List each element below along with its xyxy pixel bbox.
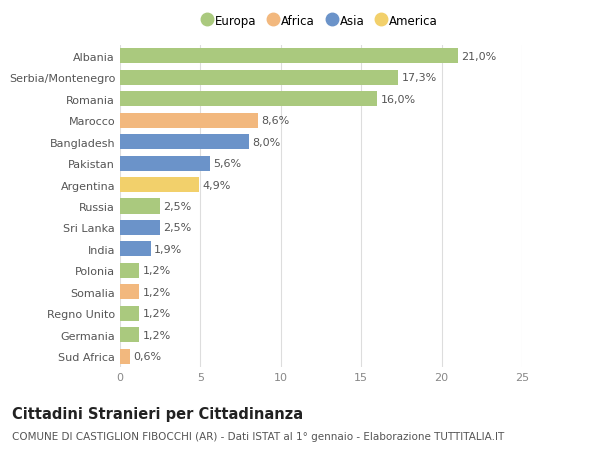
Text: 1,2%: 1,2% [143,266,171,276]
Bar [120,328,139,342]
Bar [120,199,160,214]
Text: 1,2%: 1,2% [143,287,171,297]
Text: 8,0%: 8,0% [252,137,280,147]
Legend: Europa, Africa, Asia, America: Europa, Africa, Asia, America [199,10,443,33]
Text: 16,0%: 16,0% [380,95,416,105]
Text: 8,6%: 8,6% [262,116,290,126]
Bar [120,71,398,85]
Bar [120,220,160,235]
Text: 5,6%: 5,6% [213,159,241,169]
Text: 17,3%: 17,3% [401,73,437,83]
Bar [120,285,139,300]
Text: COMUNE DI CASTIGLION FIBOCCHI (AR) - Dati ISTAT al 1° gennaio - Elaborazione TUT: COMUNE DI CASTIGLION FIBOCCHI (AR) - Dat… [12,431,504,442]
Bar [120,306,139,321]
Text: 2,5%: 2,5% [163,223,191,233]
Bar [120,242,151,257]
Bar [120,49,458,64]
Bar [120,178,199,193]
Text: Cittadini Stranieri per Cittadinanza: Cittadini Stranieri per Cittadinanza [12,406,303,421]
Bar [120,156,210,171]
Text: 1,2%: 1,2% [143,330,171,340]
Text: 1,9%: 1,9% [154,244,182,254]
Text: 21,0%: 21,0% [461,51,496,62]
Text: 2,5%: 2,5% [163,202,191,212]
Bar [120,263,139,278]
Bar [120,349,130,364]
Bar [120,113,258,129]
Bar [120,92,377,107]
Bar [120,135,248,150]
Text: 4,9%: 4,9% [202,180,230,190]
Text: 0,6%: 0,6% [133,352,161,362]
Text: 1,2%: 1,2% [143,308,171,319]
